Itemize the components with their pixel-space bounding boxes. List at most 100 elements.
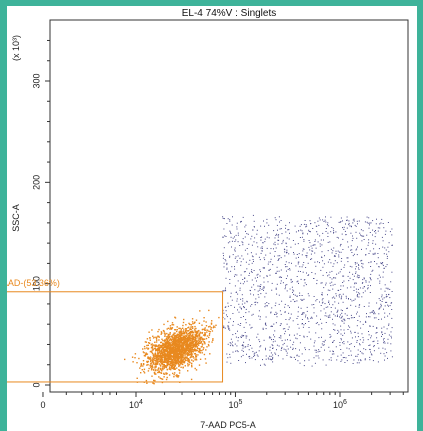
data-point-positive — [226, 223, 228, 224]
data-point-negative — [182, 335, 184, 337]
data-point-positive — [302, 326, 304, 328]
data-point-positive — [266, 305, 268, 307]
data-point-positive — [276, 344, 278, 346]
data-point-negative — [200, 346, 202, 348]
data-point-positive — [314, 273, 316, 275]
data-point-negative — [173, 352, 175, 354]
data-point-negative — [180, 340, 183, 343]
data-point-positive — [311, 247, 313, 249]
data-point-negative — [189, 345, 192, 348]
data-point-negative — [166, 336, 168, 338]
data-point-positive — [251, 269, 253, 271]
data-point-positive — [362, 337, 364, 339]
data-point-positive — [246, 335, 248, 337]
data-point-positive — [275, 272, 277, 274]
data-point-positive — [369, 232, 371, 233]
data-point-negative — [161, 345, 163, 348]
data-point-negative — [167, 342, 169, 344]
data-point-negative — [189, 350, 191, 352]
data-point-positive — [354, 331, 356, 333]
data-point-positive — [296, 295, 298, 297]
data-point-positive — [385, 294, 387, 296]
data-point-negative — [192, 345, 194, 347]
data-point-positive — [285, 242, 287, 244]
data-point-positive — [372, 234, 373, 236]
data-point-negative — [195, 369, 198, 371]
data-point-positive — [341, 312, 343, 314]
data-point-positive — [339, 221, 341, 223]
data-point-positive — [333, 263, 335, 265]
data-point-positive — [379, 227, 381, 229]
data-point-positive — [311, 304, 313, 306]
data-point-positive — [229, 353, 231, 355]
data-point-negative — [192, 346, 194, 348]
data-point-positive — [289, 356, 291, 358]
data-point-positive — [245, 319, 247, 321]
data-point-positive — [333, 277, 335, 279]
data-point-positive — [347, 275, 349, 277]
data-point-positive — [313, 357, 315, 359]
data-point-positive — [342, 301, 344, 303]
data-point-negative — [171, 344, 173, 347]
data-point-negative — [169, 344, 171, 347]
data-point-positive — [228, 321, 230, 323]
data-point-positive — [346, 216, 348, 218]
data-point-positive — [340, 354, 342, 356]
data-point-negative — [157, 361, 159, 363]
data-point-positive — [244, 332, 246, 333]
data-point-positive — [334, 307, 336, 309]
data-point-negative — [148, 331, 150, 333]
data-point-positive — [293, 293, 295, 295]
data-point-positive — [363, 286, 365, 287]
data-point-positive — [343, 275, 345, 277]
data-point-negative — [153, 383, 155, 385]
data-point-positive — [291, 286, 293, 288]
data-point-negative — [191, 356, 193, 358]
data-point-negative — [186, 337, 189, 339]
data-point-positive — [290, 278, 292, 280]
data-point-positive — [310, 253, 312, 255]
data-point-negative — [164, 344, 167, 346]
data-point-positive — [305, 226, 307, 228]
data-point-positive — [270, 352, 272, 354]
data-point-negative — [157, 368, 160, 370]
data-point-positive — [320, 305, 322, 306]
gate-rectangle[interactable] — [7, 291, 224, 383]
data-point-negative — [154, 373, 156, 375]
data-point-positive — [303, 285, 305, 287]
data-point-negative — [211, 330, 214, 332]
data-point-positive — [296, 338, 298, 340]
data-point-negative — [185, 342, 187, 344]
data-point-positive — [281, 340, 283, 342]
gate[interactable]: 7-AAD-(53.36%) — [7, 278, 224, 383]
data-point-negative — [154, 379, 156, 382]
data-point-negative — [165, 337, 168, 340]
data-point-positive — [240, 264, 242, 266]
data-point-negative — [186, 352, 189, 354]
data-point-negative — [147, 364, 149, 366]
data-point-positive — [391, 244, 393, 246]
data-point-positive — [245, 322, 247, 324]
data-point-positive — [246, 280, 248, 282]
data-point-positive — [363, 306, 365, 307]
data-point-positive — [341, 320, 343, 322]
data-point-positive — [369, 222, 371, 224]
data-point-positive — [328, 359, 330, 361]
data-point-positive — [386, 328, 388, 330]
data-point-negative — [178, 338, 180, 340]
data-point-positive — [272, 347, 274, 349]
data-point-negative — [181, 363, 184, 365]
data-point-negative — [166, 361, 168, 364]
data-point-negative — [134, 357, 136, 359]
data-point-negative — [162, 344, 165, 346]
data-point-positive — [357, 277, 359, 279]
data-point-positive — [292, 344, 294, 346]
data-point-positive — [257, 273, 259, 275]
data-point-positive — [327, 250, 329, 252]
data-point-positive — [263, 286, 265, 288]
data-point-positive — [382, 298, 384, 300]
data-point-negative — [182, 367, 184, 369]
data-point-positive — [263, 287, 265, 289]
data-point-negative — [150, 359, 152, 361]
data-point-negative — [171, 365, 174, 368]
